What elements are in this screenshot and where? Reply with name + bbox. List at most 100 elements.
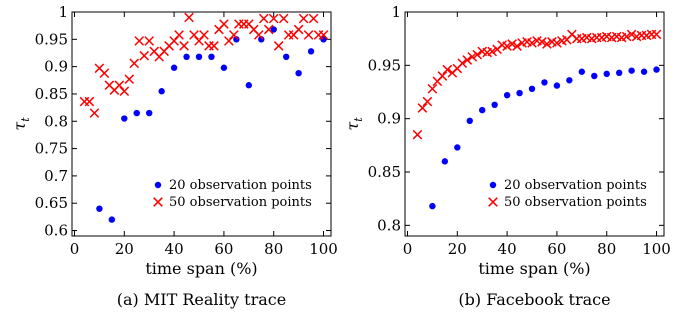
data-point-dot bbox=[603, 70, 610, 78]
data-point-cross bbox=[457, 58, 468, 69]
data-point-cross bbox=[134, 36, 145, 46]
legend: 20 observation points 50 observation poin… bbox=[488, 178, 647, 210]
data-point-cross bbox=[422, 96, 433, 107]
legend-label: 50 observation points bbox=[169, 195, 312, 210]
data-point-cross bbox=[273, 41, 284, 51]
chart-mit-reality: 0 20 40 60 80 100 0.6 0.65 0.7 0.75 0.8 0.85 0.9 0.95… bbox=[10, 3, 338, 309]
data-point-dot bbox=[491, 101, 498, 109]
data-point-cross bbox=[229, 30, 239, 40]
x-tick-label: 100 bbox=[309, 240, 338, 258]
data-point-cross bbox=[174, 30, 184, 40]
series-crosses bbox=[412, 29, 662, 140]
data-point-cross bbox=[184, 12, 194, 23]
data-point-dot bbox=[170, 64, 178, 71]
data-point-dot bbox=[233, 36, 240, 43]
data-point-dot bbox=[628, 67, 635, 74]
data-point-dot bbox=[566, 77, 573, 84]
y-tick-label: 0.8 bbox=[377, 216, 401, 234]
legend-marker bbox=[489, 181, 497, 189]
chart-caption: (a) MIT Reality trace bbox=[117, 290, 286, 309]
data-point-dot bbox=[441, 158, 449, 165]
data-point-cross bbox=[129, 58, 140, 69]
data-point-cross bbox=[318, 30, 329, 40]
data-point-cross bbox=[512, 41, 522, 51]
x-tick-label: 80 bbox=[597, 240, 616, 258]
data-point-cross bbox=[119, 86, 130, 97]
legend-marker bbox=[153, 197, 163, 207]
data-point-dot bbox=[528, 85, 536, 93]
data-point-cross bbox=[89, 108, 100, 118]
data-point-cross bbox=[542, 39, 552, 49]
data-point-dot bbox=[640, 68, 648, 75]
y-tick-label: 0.6 bbox=[44, 222, 68, 240]
x-tick-label: 100 bbox=[642, 240, 671, 258]
data-point-cross bbox=[621, 31, 632, 42]
y-tick-label: 0.95 bbox=[368, 56, 401, 74]
y-tick-label: 0.85 bbox=[35, 85, 68, 103]
data-point-dot bbox=[108, 216, 116, 223]
data-point-dot bbox=[307, 48, 315, 55]
data-point-cross bbox=[308, 13, 319, 24]
data-point-cross bbox=[626, 29, 637, 40]
data-point-cross bbox=[303, 30, 314, 40]
data-point-dot bbox=[195, 53, 203, 60]
x-tick-label: 60 bbox=[214, 240, 233, 258]
x-tick-label: 0 bbox=[403, 240, 413, 258]
data-point-cross bbox=[467, 51, 478, 62]
data-point-cross bbox=[179, 41, 189, 51]
chart-caption: (b) Facebook trace bbox=[458, 290, 610, 309]
data-point-dot bbox=[615, 69, 623, 77]
data-point-dot bbox=[270, 26, 277, 33]
legend-label: 50 observation points bbox=[504, 195, 647, 210]
y-tick-label: 0.9 bbox=[44, 58, 68, 76]
y-tick-label: 0.8 bbox=[44, 112, 68, 130]
y-tick-label: 1 bbox=[58, 3, 68, 21]
data-point-dot bbox=[503, 92, 511, 99]
data-point-cross bbox=[487, 46, 497, 57]
data-point-cross bbox=[412, 129, 423, 140]
data-point-dot bbox=[454, 144, 461, 151]
series-crosses bbox=[79, 12, 329, 118]
data-point-dot bbox=[429, 202, 436, 210]
x-tick-label: 40 bbox=[165, 240, 184, 258]
x-tick-label: 40 bbox=[498, 240, 517, 258]
data-point-cross bbox=[99, 68, 110, 79]
data-point-cross bbox=[199, 30, 209, 40]
data-point-dot bbox=[553, 82, 561, 89]
x-tick-label: 20 bbox=[448, 240, 467, 258]
data-point-dot bbox=[183, 53, 190, 60]
legend: 20 observation points 50 observation poin… bbox=[153, 178, 312, 210]
data-point-cross bbox=[417, 103, 428, 113]
data-point-dot bbox=[591, 72, 598, 80]
x-tick-label: 0 bbox=[70, 240, 80, 258]
data-point-cross bbox=[258, 13, 269, 24]
chart-facebook: 0 20 40 60 80 100 0.8 0.85 0.9 0.95 1 time span (%)… bbox=[343, 3, 671, 309]
plot-frame bbox=[71, 11, 332, 237]
data-point-dot bbox=[220, 64, 228, 71]
plot-frame bbox=[404, 11, 665, 237]
data-point-cross bbox=[84, 96, 95, 107]
data-point-cross bbox=[507, 39, 517, 49]
data-point-dot bbox=[516, 89, 523, 97]
data-point-cross bbox=[537, 37, 547, 47]
data-point-cross bbox=[552, 38, 562, 48]
data-point-cross bbox=[219, 19, 229, 29]
data-point-cross bbox=[298, 13, 309, 24]
y-tick-label: 1 bbox=[391, 3, 401, 21]
data-point-dot bbox=[146, 109, 153, 117]
data-point-dot bbox=[133, 109, 140, 117]
data-point-dot bbox=[245, 82, 253, 89]
data-point-dot bbox=[653, 66, 660, 73]
data-point-cross bbox=[278, 13, 289, 24]
y-axis-label: τt bbox=[10, 117, 32, 131]
x-axis-label: time span (%) bbox=[478, 259, 590, 278]
x-axis-label: time span (%) bbox=[145, 259, 257, 278]
data-point-cross bbox=[427, 83, 438, 94]
x-tick-label: 20 bbox=[115, 240, 134, 258]
data-point-cross bbox=[209, 41, 219, 51]
y-tick-label: 0.65 bbox=[35, 194, 68, 212]
data-point-cross bbox=[442, 64, 453, 75]
x-tick-label: 80 bbox=[264, 240, 283, 258]
data-point-cross bbox=[651, 29, 662, 40]
